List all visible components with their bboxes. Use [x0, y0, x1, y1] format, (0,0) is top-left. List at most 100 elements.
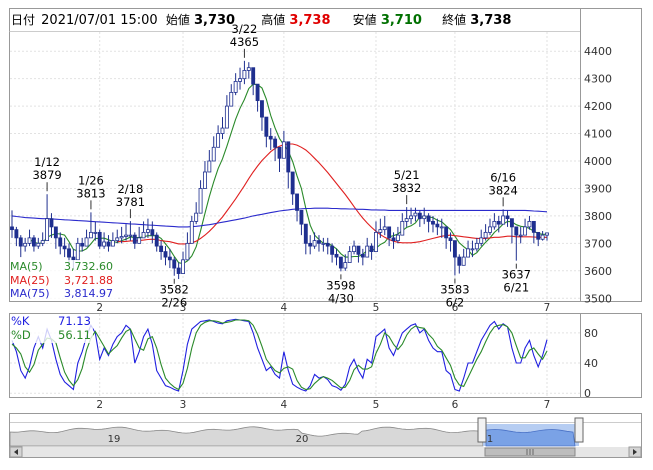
candle — [14, 226, 19, 247]
navigator-right-handle[interactable] — [574, 417, 584, 443]
annotation-price: 3832 — [392, 181, 421, 195]
candle-body-up — [365, 245, 370, 258]
candle — [317, 235, 321, 252]
ma75-legend-row: MA(75) 3,814.97 — [10, 287, 118, 301]
candle-body-up — [374, 231, 378, 252]
candle — [207, 150, 212, 173]
scroll-thumb-grip-icon — [526, 449, 534, 455]
annotation-price: 3813 — [76, 186, 105, 200]
candle-body-up — [102, 241, 107, 247]
navigator-left-handle[interactable] — [477, 417, 487, 443]
d-value: 56.11 — [58, 327, 91, 342]
annotation-date: 6/2 — [446, 295, 465, 309]
annotation-date: 1/12 — [34, 155, 60, 169]
candle — [457, 254, 462, 274]
candle — [505, 210, 510, 227]
candle — [10, 210, 14, 238]
candle — [264, 116, 269, 148]
candle — [325, 237, 330, 255]
scroll-track[interactable] — [10, 447, 641, 457]
candle-body-down — [391, 237, 396, 242]
candle-body-down — [10, 226, 14, 231]
month-tick-label: 6 — [452, 302, 459, 314]
annotation-price: 3598 — [326, 278, 355, 292]
candle — [233, 73, 238, 96]
candle — [150, 221, 155, 244]
candle — [203, 161, 207, 189]
open-value: 3,730 — [193, 13, 236, 28]
candle-body-up — [382, 226, 387, 231]
candle — [229, 84, 234, 107]
candle-body-up — [141, 231, 146, 239]
annotation-date: 2/26 — [161, 296, 187, 310]
candle-body-down — [360, 253, 365, 258]
candle — [395, 226, 400, 244]
candle-body-down — [255, 83, 260, 102]
candle — [352, 240, 356, 255]
candle-body-up — [185, 242, 190, 261]
candle — [417, 210, 422, 227]
candle — [97, 229, 102, 249]
candle-body-down — [531, 220, 536, 233]
candle-body-down — [452, 240, 457, 258]
candle — [238, 67, 242, 90]
candle-body-down — [330, 245, 335, 255]
price-axis-label: 4300 — [584, 73, 612, 86]
annotation-price: 3879 — [32, 168, 61, 182]
annotation-date: 6/16 — [490, 170, 516, 184]
candle — [444, 226, 449, 249]
candle — [378, 218, 383, 238]
candle-body-down — [268, 135, 273, 140]
candle — [216, 125, 221, 148]
candle — [124, 224, 128, 241]
candle — [194, 202, 199, 225]
annotation-date: 3/22 — [232, 22, 258, 36]
candle — [128, 221, 133, 241]
ma-legend: MA(5) 3,732.60 MA(25) 3,721.88 MA(75) 3,… — [10, 260, 118, 301]
candle — [49, 213, 54, 238]
ma-line-75 — [11, 207, 548, 228]
candle-body-up — [84, 237, 89, 247]
candle-body-up — [137, 237, 142, 244]
candle-body-up — [181, 259, 185, 274]
candle — [159, 240, 164, 260]
candle — [369, 243, 374, 260]
candle — [106, 235, 111, 252]
range-navigator[interactable]: 19 20 1 — [9, 417, 641, 447]
candle-body-down — [176, 267, 181, 274]
ma5-label: MA(5) — [10, 260, 43, 273]
k-legend-row: %K 71.13 — [11, 314, 93, 329]
candle — [338, 256, 343, 272]
candle-body-down — [277, 146, 282, 159]
annotation-price: 3582 — [160, 283, 189, 297]
candle — [483, 224, 488, 241]
candle-body-up — [422, 215, 427, 220]
candle — [260, 100, 264, 131]
stochastic-oscillator — [11, 318, 548, 392]
candle-body-up — [119, 236, 124, 239]
candle — [172, 257, 177, 276]
candle-body-up — [75, 242, 80, 261]
annotation-date: 6/21 — [503, 281, 529, 295]
candle — [181, 251, 185, 274]
ma5-value: 3,732.60 — [64, 260, 113, 273]
candle — [281, 130, 286, 159]
candle — [154, 232, 159, 252]
annotation-price: 3781 — [116, 195, 145, 209]
candle-body-down — [132, 234, 137, 244]
candle-body-down — [444, 226, 449, 239]
price-axis-label: 4000 — [584, 155, 612, 168]
navigator-scrollbar[interactable] — [9, 446, 642, 458]
price-axis-label: 3900 — [584, 182, 612, 195]
candle-body-up — [45, 218, 50, 242]
candle — [277, 146, 282, 172]
candle-body-down — [356, 245, 361, 255]
candle — [435, 218, 440, 236]
candle-body-down — [31, 237, 36, 247]
candle — [527, 215, 532, 230]
navigator-selected-price — [485, 429, 576, 447]
candle — [536, 231, 541, 247]
candle-body-up — [347, 251, 352, 263]
candle — [273, 136, 278, 162]
